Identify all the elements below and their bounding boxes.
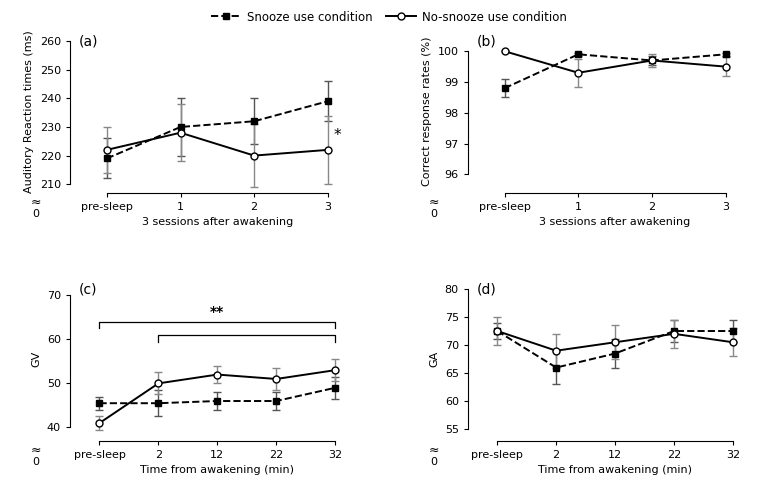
Text: **: **	[210, 306, 225, 319]
Text: 0: 0	[33, 209, 40, 219]
Text: 0: 0	[33, 457, 40, 467]
X-axis label: Time from awakening (min): Time from awakening (min)	[140, 465, 294, 475]
Text: *: *	[334, 128, 342, 143]
Y-axis label: Auditory Reaction times (ms): Auditory Reaction times (ms)	[24, 30, 34, 193]
Legend: Snooze use condition, No-snooze use condition: Snooze use condition, No-snooze use cond…	[206, 6, 572, 28]
Text: (b): (b)	[477, 34, 496, 48]
Text: (d): (d)	[477, 283, 496, 297]
Text: (a): (a)	[79, 34, 98, 48]
Y-axis label: Correct response rates (%): Correct response rates (%)	[422, 36, 433, 186]
Text: (c): (c)	[79, 283, 97, 297]
Text: ≈: ≈	[429, 444, 439, 457]
Text: ≈: ≈	[429, 196, 439, 209]
Y-axis label: GV: GV	[31, 351, 41, 367]
X-axis label: 3 sessions after awakening: 3 sessions after awakening	[539, 217, 691, 228]
Y-axis label: GA: GA	[429, 351, 439, 367]
Text: ≈: ≈	[31, 196, 41, 209]
Text: 0: 0	[430, 209, 437, 219]
X-axis label: 3 sessions after awakening: 3 sessions after awakening	[142, 217, 293, 228]
Text: ≈: ≈	[31, 444, 41, 457]
X-axis label: Time from awakening (min): Time from awakening (min)	[538, 465, 692, 475]
Text: 0: 0	[430, 457, 437, 467]
